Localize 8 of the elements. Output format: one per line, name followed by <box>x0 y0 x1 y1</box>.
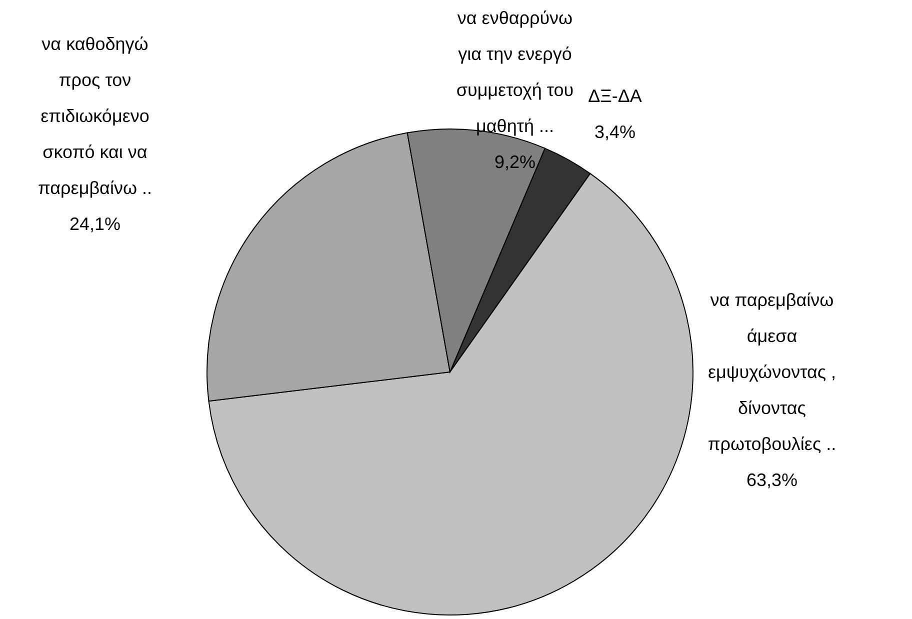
slice-label: να καθοδηγώ προς τον επιδιωκόμενο σκοπό και να παρεμβαίνω .. <box>38 34 152 198</box>
data-label: 9,2% <box>494 152 536 172</box>
data-label: 24,1% <box>69 214 121 234</box>
data-label: 63,3% <box>746 470 798 490</box>
data-label: 3,4% <box>594 122 636 142</box>
slice-label: να ενθαρρύνω για την ενεργό συμμετοχή του μαθητή ... <box>456 8 574 136</box>
slice-label: ΔΞ-ΔΑ <box>588 86 642 106</box>
slice-label: να παρεμβαίνω άμεσα εμψυχώνοντας , δίνοντας πρωτοβουλίες .. <box>708 290 836 454</box>
